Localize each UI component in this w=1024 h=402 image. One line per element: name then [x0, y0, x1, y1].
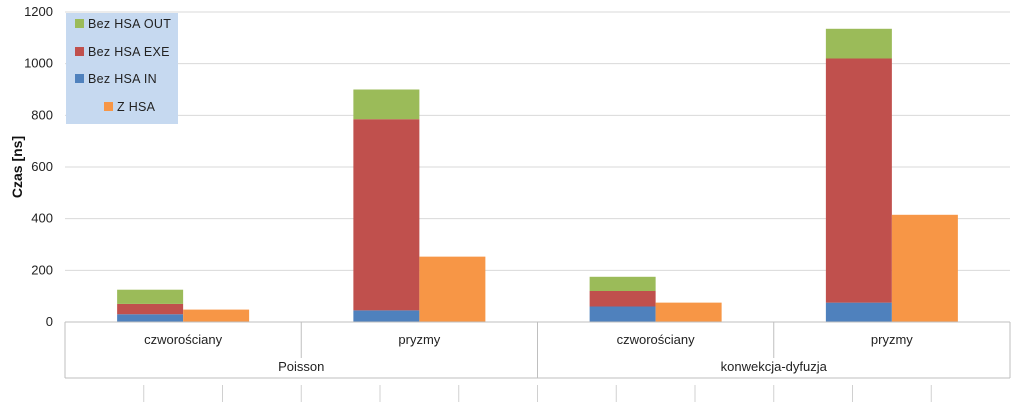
- y-tick-label: 0: [46, 314, 53, 329]
- legend-label: Z HSA: [117, 100, 156, 114]
- legend-swatch: [75, 47, 84, 56]
- bar-segment: [353, 89, 420, 120]
- y-tick-label: 600: [31, 159, 53, 174]
- bar-segment: [825, 28, 892, 59]
- bar-segment: [589, 291, 656, 307]
- bar-z-hsa: [655, 302, 722, 322]
- y-axis-ticks: 0 200 400 600 800 1000 1200: [24, 4, 53, 329]
- legend-box: [66, 13, 178, 124]
- bar-segment: [117, 314, 184, 322]
- bar-z-hsa: [419, 256, 486, 322]
- bar-segment: [825, 58, 892, 303]
- legend-label: Bez HSA EXE: [88, 45, 170, 59]
- bar-segment: [353, 310, 420, 322]
- x-category-label: czworościany: [617, 332, 696, 347]
- bar-segment: [589, 306, 656, 322]
- x-group-label: konwekcja-dyfuzja: [721, 359, 828, 374]
- bar-segment: [353, 119, 420, 311]
- bar-segment: [825, 302, 892, 322]
- bar-segment: [589, 276, 656, 291]
- legend-swatch: [104, 102, 113, 111]
- x-category-label: pryzmy: [871, 332, 913, 347]
- y-axis-label: Czas [ns]: [9, 136, 25, 198]
- y-tick-label: 1200: [24, 4, 53, 19]
- gridlines: [65, 11, 1010, 323]
- y-tick-label: 400: [31, 211, 53, 226]
- x-category-label: pryzmy: [398, 332, 440, 347]
- legend-label: Bez HSA IN: [88, 72, 157, 86]
- y-tick-label: 800: [31, 107, 53, 122]
- bar-z-hsa: [891, 214, 958, 322]
- x-axis: czworościany pryzmy czworościany pryzmy Pois…: [64, 321, 1011, 402]
- legend-swatch: [75, 19, 84, 28]
- bar-z-hsa: [183, 309, 250, 322]
- legend-label: Bez HSA OUT: [88, 17, 171, 31]
- y-tick-label: 200: [31, 262, 53, 277]
- y-tick-label: 1000: [24, 56, 53, 71]
- bars: [117, 28, 958, 322]
- bar-segment: [117, 303, 184, 315]
- x-group-label: Poisson: [278, 359, 324, 374]
- legend: Bez HSA OUT Bez HSA EXE Bez HSA IN Z HSA: [66, 13, 178, 124]
- x-category-label: czworościany: [144, 332, 223, 347]
- legend-swatch: [75, 74, 84, 83]
- bar-segment: [117, 289, 184, 304]
